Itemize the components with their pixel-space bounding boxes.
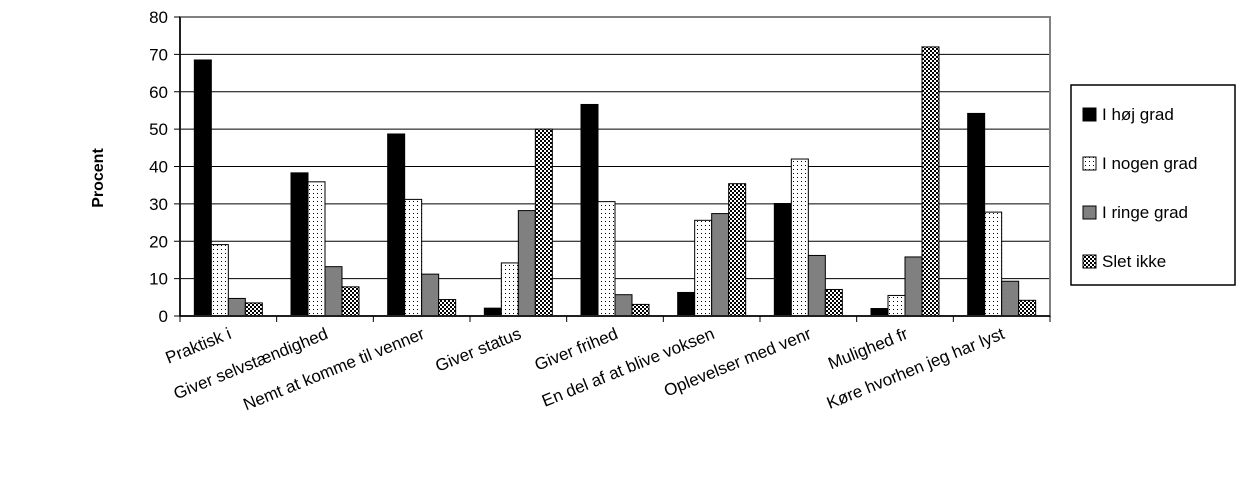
bar-7-2: [904, 256, 923, 317]
bar-0-2: [227, 297, 246, 317]
bar-3-2: [517, 210, 536, 317]
category-label-8: Køre hvorhen jeg har lyst: [824, 324, 1007, 413]
category-label-2: Nemt at komme til venner: [240, 324, 427, 414]
y-tick-label-5: 50: [149, 120, 168, 139]
bar-5-0: [677, 291, 696, 317]
bars: [193, 46, 1037, 317]
bar-6-2: [807, 254, 826, 317]
bar-0-3: [244, 302, 263, 317]
legend: I høj grad I nogen grad I ringe grad Slet i…: [1070, 84, 1236, 286]
y-axis-label: Procent: [90, 148, 107, 208]
category-label-0: Praktisk i: [163, 324, 234, 367]
legend-label-3: Slet ikke: [1102, 252, 1166, 271]
bar-7-3: [921, 46, 940, 317]
y-tick-label-0: 0: [159, 307, 168, 326]
bar-2-1: [404, 198, 423, 317]
y-tick-label-7: 70: [149, 45, 168, 64]
bar-5-2: [711, 213, 730, 317]
bar-2-0: [387, 133, 406, 317]
bar-8-0: [967, 112, 986, 317]
bar-1-3: [341, 286, 360, 317]
y-tick-label-3: 30: [149, 195, 168, 214]
bar-4-2: [614, 294, 633, 317]
bar-5-3: [728, 183, 747, 317]
y-tick-label-2: 20: [149, 232, 168, 251]
bar-3-0: [483, 307, 502, 317]
bar-1-0: [290, 172, 309, 317]
y-tick-label-8: 80: [149, 8, 168, 27]
bar-6-0: [773, 203, 792, 317]
bar-0-0: [193, 59, 212, 317]
bar-3-3: [534, 128, 553, 317]
category-label-3: Giver status: [433, 324, 524, 376]
y-tick-label-1: 10: [149, 270, 168, 289]
bar-5-1: [694, 219, 713, 317]
bar-7-1: [887, 294, 906, 317]
bar-4-0: [580, 103, 599, 317]
bar-1-1: [307, 181, 326, 317]
bar-0-1: [210, 244, 229, 317]
legend-swatch-3: [1082, 254, 1097, 269]
legend-label-2: I ringe grad: [1102, 203, 1188, 222]
bar-8-1: [984, 211, 1003, 317]
legend-swatch-0: [1082, 107, 1097, 122]
bar-6-1: [790, 158, 809, 317]
legend-box: [1070, 84, 1236, 286]
y-tick-label-4: 40: [149, 158, 168, 177]
legend-label-0: I høj grad: [1102, 105, 1174, 124]
bar-8-2: [1001, 280, 1020, 317]
legend-label-1: I nogen grad: [1102, 154, 1197, 173]
bar-4-1: [597, 201, 616, 317]
bar-3-1: [500, 262, 519, 317]
bar-4-3: [631, 303, 650, 317]
bar-2-3: [438, 299, 457, 317]
bar-2-2: [421, 273, 440, 317]
bar-7-0: [870, 308, 889, 317]
y-tick-label-6: 60: [149, 83, 168, 102]
bar-1-2: [324, 266, 343, 317]
y-tick-labels: 0 10 20 30 40 50 60 70 80: [149, 8, 168, 326]
category-label-5: En del af at blive voksen: [539, 324, 717, 411]
bar-6-3: [824, 288, 843, 317]
axes: [174, 16, 1051, 322]
legend-swatch-1: [1082, 156, 1097, 171]
legend-swatch-2: [1082, 205, 1097, 220]
bar-8-3: [1018, 299, 1037, 317]
